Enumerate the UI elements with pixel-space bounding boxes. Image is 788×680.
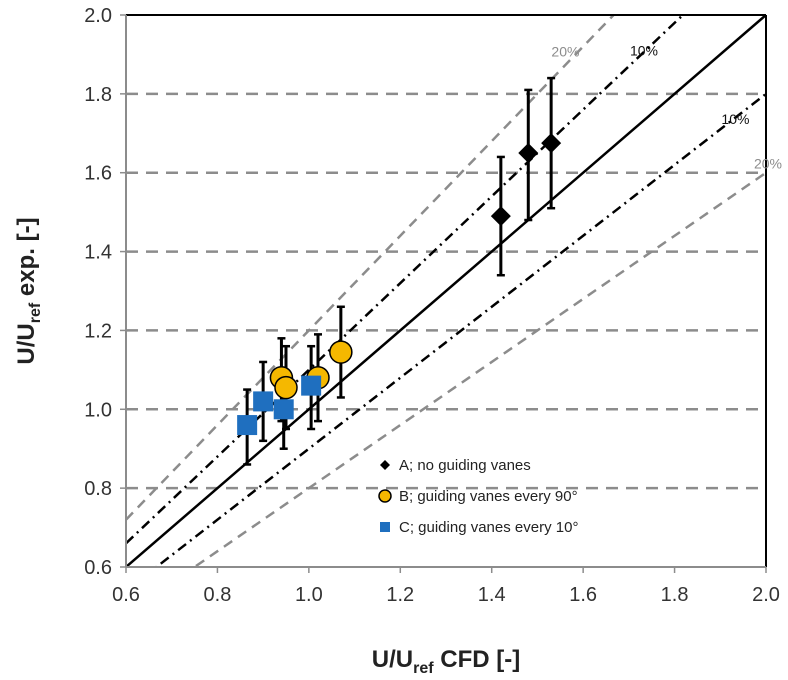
- reference-line-4: [192, 171, 766, 567]
- axes: [120, 14, 767, 573]
- data-points: [237, 133, 562, 436]
- y-tick-label-3: 1.2: [84, 320, 112, 342]
- data-point-0-2: [541, 133, 562, 154]
- tick-labels: 0.6 0.8 1.0 1.2 1.4 1.6 1.8 2.0 0.6 0.8 1.0 1.2 1.4 1…: [84, 5, 780, 606]
- reference-line-1: [126, 15, 685, 545]
- legend-label-0: A; no guiding vanes: [399, 457, 531, 474]
- legend-label-1: B; guiding vanes every 90°: [399, 488, 578, 505]
- x-tick-label-3: 1.2: [386, 584, 414, 606]
- legend-marker-0: [380, 460, 390, 470]
- y-tick-label-5: 1.6: [84, 163, 112, 185]
- x-tick-label-6: 1.8: [661, 584, 689, 606]
- x-axis-title-main: U/U: [372, 646, 413, 673]
- y-tick-label-0: 0.6: [84, 557, 112, 579]
- data-point-2-2: [273, 399, 294, 420]
- band-label-2: 10%: [721, 111, 749, 127]
- x-tick-label-4: 1.4: [478, 584, 506, 606]
- data-point-1-3: [329, 340, 353, 364]
- y-tick-label-7: 2.0: [84, 5, 112, 27]
- x-axis-title-sub: ref: [413, 660, 434, 677]
- y-tick-label-4: 1.4: [84, 242, 112, 264]
- x-tick-label-1: 0.8: [204, 584, 232, 606]
- data-point-2-0: [237, 415, 258, 436]
- legend-marker-2: [380, 522, 390, 532]
- band-label-1: 10%: [630, 43, 658, 59]
- y-tick-label-6: 1.8: [84, 84, 112, 106]
- y-tick-label-2: 1.0: [84, 399, 112, 421]
- band-label-4: 20%: [754, 156, 782, 172]
- y-axis-title: U/Uref exp. [-]: [13, 217, 44, 364]
- y-axis-title-tail: exp. [-]: [13, 217, 40, 302]
- legend-label-2: C; guiding vanes every 10°: [399, 519, 578, 536]
- y-axis-title-main: U/U: [13, 323, 40, 364]
- y-tick-label-1: 0.8: [84, 478, 112, 500]
- data-point-0-0: [490, 206, 511, 227]
- x-axis-title-tail: CFD [-]: [434, 646, 521, 673]
- legend-marker-1: [378, 489, 392, 503]
- x-axis-title: U/Uref CFD [-]: [372, 646, 520, 677]
- reference-lines: [126, 15, 766, 567]
- data-point-0-1: [518, 143, 539, 163]
- data-point-2-1: [253, 391, 274, 412]
- x-tick-label-0: 0.6: [112, 584, 140, 606]
- y-axis-title-sub: ref: [27, 302, 44, 323]
- x-tick-label-7: 2.0: [752, 584, 780, 606]
- reference-line-3: [126, 15, 616, 521]
- data-point-2-3: [301, 375, 322, 396]
- band-label-3: 20%: [551, 44, 579, 60]
- data-point-1-1: [274, 375, 298, 400]
- legend: A; no guiding vanes B; guiding vanes ever…: [378, 457, 578, 536]
- band-labels: 10% 10% 20% 20%: [551, 43, 782, 172]
- reference-line-2: [154, 92, 766, 567]
- x-tick-label-2: 1.0: [295, 584, 323, 606]
- reference-line-0: [126, 15, 766, 567]
- x-tick-label-5: 1.6: [569, 584, 597, 606]
